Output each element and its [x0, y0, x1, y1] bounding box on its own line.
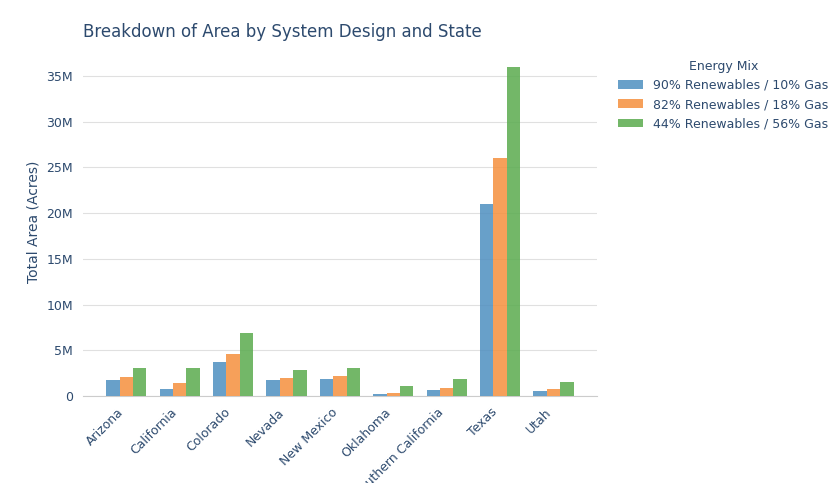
Bar — [440, 388, 453, 396]
Bar — [333, 376, 346, 396]
Bar — [239, 333, 253, 396]
Bar — [426, 390, 440, 396]
Bar — [346, 368, 359, 396]
Bar — [506, 67, 519, 396]
Bar — [293, 369, 306, 396]
Bar — [186, 368, 200, 396]
Bar — [160, 389, 173, 396]
Bar — [479, 204, 493, 396]
Bar — [453, 379, 466, 396]
Bar — [320, 379, 333, 396]
Bar — [119, 377, 132, 396]
Bar — [266, 380, 280, 396]
Legend: 90% Renewables / 10% Gas, 82% Renewables / 18% Gas, 44% Renewables / 56% Gas: 90% Renewables / 10% Gas, 82% Renewables… — [613, 55, 828, 135]
Bar — [226, 354, 239, 396]
Bar — [373, 394, 386, 396]
Bar — [399, 386, 413, 396]
Bar — [493, 158, 506, 396]
Text: Breakdown of Area by System Design and State: Breakdown of Area by System Design and S… — [83, 23, 481, 41]
Bar — [106, 380, 119, 396]
Bar — [386, 393, 399, 396]
Bar — [213, 362, 226, 396]
Y-axis label: Total Area (Acres): Total Area (Acres) — [27, 161, 41, 284]
Bar — [533, 391, 546, 396]
Bar — [546, 389, 560, 396]
Bar — [173, 383, 186, 396]
Bar — [280, 378, 293, 396]
Bar — [560, 383, 573, 396]
Bar — [132, 368, 146, 396]
